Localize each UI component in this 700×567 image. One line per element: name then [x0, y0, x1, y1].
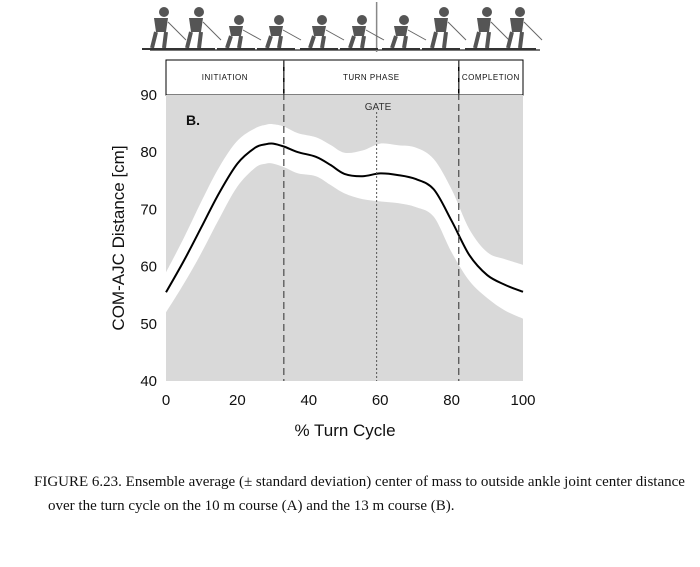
- skier-silhouette: [142, 7, 187, 50]
- axis-ticks: 0 20 40 60 80 100 40 50 60 70 80 90: [140, 87, 535, 409]
- phase-header: INITIATION TURN PHASE COMPLETION: [165, 59, 524, 96]
- skier-silhouette: [465, 7, 510, 50]
- x-tick-label: 40: [300, 392, 317, 409]
- skier-silhouette: [498, 7, 543, 50]
- x-tick-label: 20: [229, 392, 246, 409]
- phase-label: TURN PHASE: [343, 73, 400, 82]
- y-axis-title: COM-AJC Distance [cm]: [109, 145, 128, 330]
- std-dev-band-layer: [166, 124, 523, 319]
- x-axis-title: % Turn Cycle: [294, 421, 395, 440]
- y-tick-label: 90: [140, 87, 157, 104]
- x-tick-label: 0: [162, 392, 170, 409]
- skier-silhouette: [257, 15, 302, 50]
- std-dev-band: [166, 124, 523, 319]
- figure-caption: FIGURE 6.23. Ensemble average (± standar…: [34, 474, 685, 514]
- skier-silhouette: [217, 15, 262, 50]
- skier-silhouettes-illustration: [142, 2, 543, 52]
- y-tick-label: 60: [140, 259, 157, 276]
- y-tick-label: 80: [140, 144, 157, 161]
- skier-silhouette: [300, 15, 345, 50]
- phase-markers: [283, 60, 460, 381]
- y-tick-label: 40: [140, 373, 157, 390]
- phase-header-box: [165, 59, 524, 96]
- phase-label: INITIATION: [202, 73, 248, 82]
- skier-silhouette: [422, 7, 467, 50]
- x-tick-label: 80: [443, 392, 460, 409]
- x-tick-label: 100: [510, 392, 535, 409]
- y-tick-label: 50: [140, 316, 157, 333]
- x-tick-label: 60: [372, 392, 389, 409]
- phase-label: COMPLETION: [462, 73, 520, 82]
- skier-silhouette: [382, 15, 427, 50]
- y-tick-label: 70: [140, 201, 157, 218]
- gate-label: GATE: [365, 102, 392, 113]
- mean-line-layer: [165, 142, 524, 293]
- skier-silhouette: [177, 7, 222, 50]
- mean-line: [165, 142, 524, 293]
- panel-label: B.: [186, 112, 200, 128]
- skier-silhouette: [340, 15, 385, 50]
